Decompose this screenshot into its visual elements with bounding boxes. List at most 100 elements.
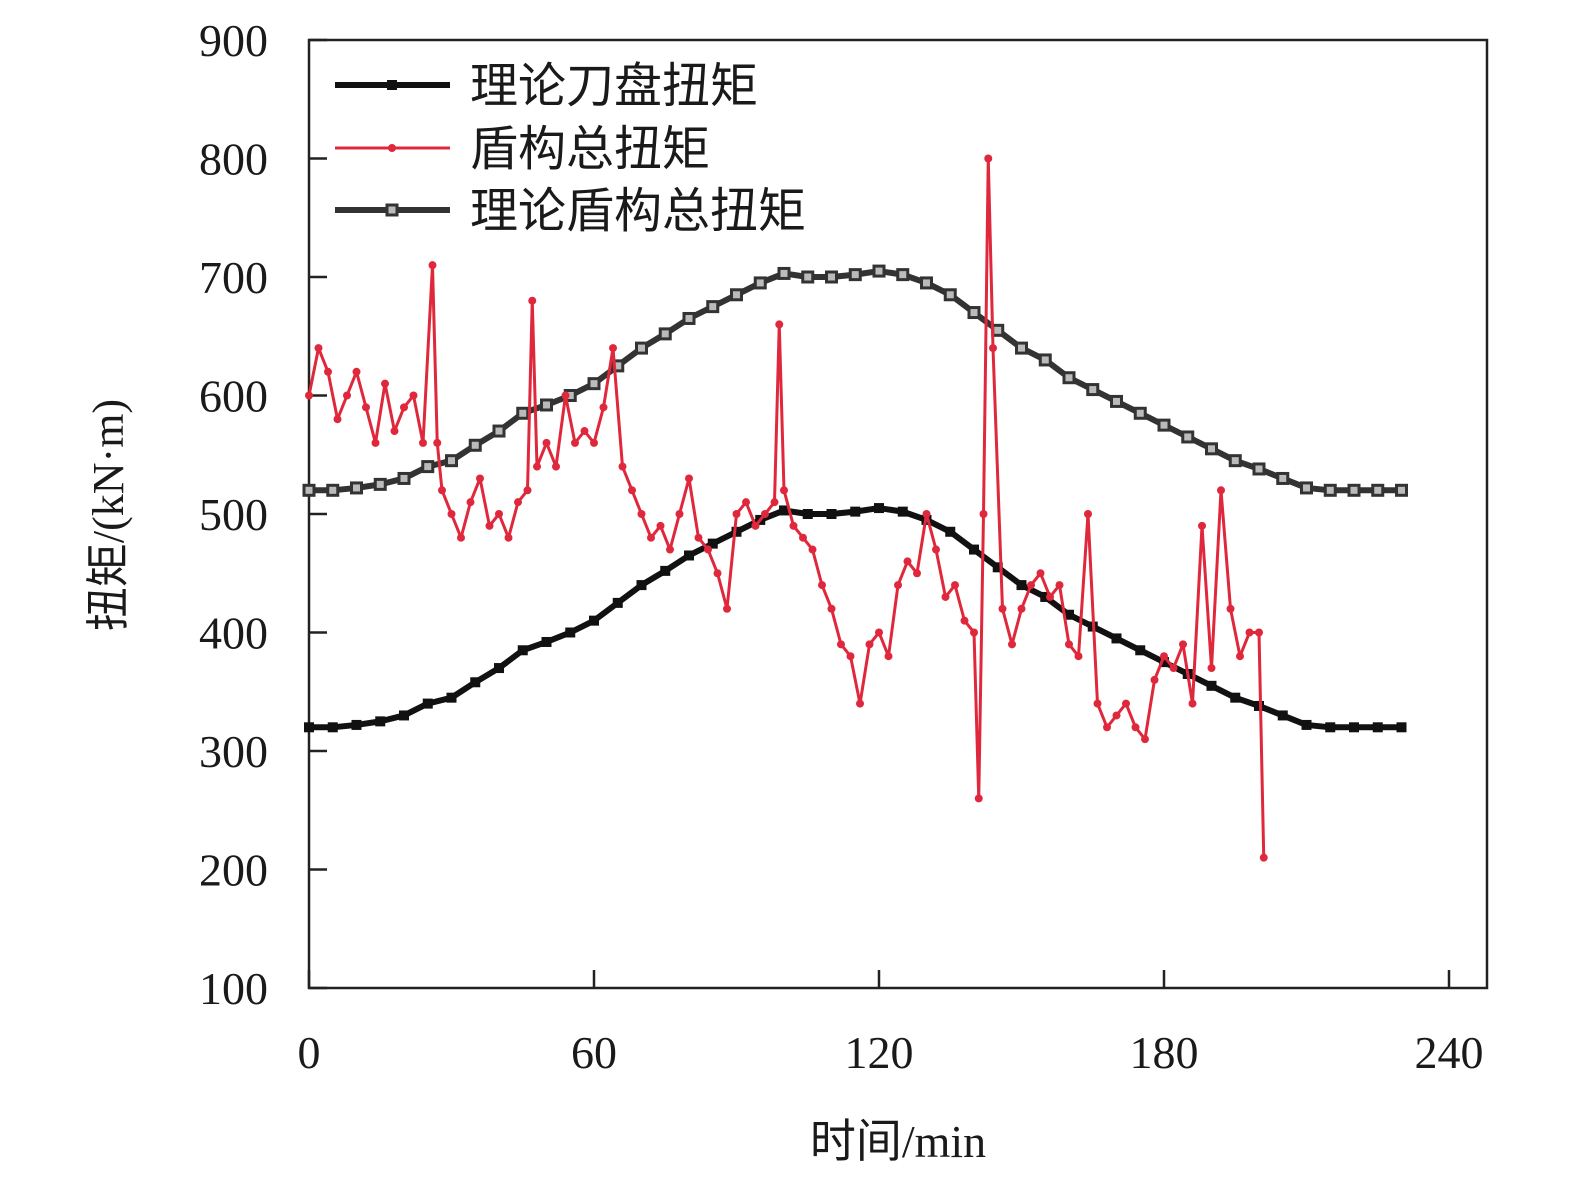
data-point (476, 474, 484, 483)
legend-marker (385, 203, 399, 217)
data-point (1159, 657, 1169, 668)
legend-item: 理论刀盘扭矩 (335, 60, 758, 113)
data-point (731, 526, 742, 537)
data-point (1217, 486, 1225, 495)
data-point (447, 510, 456, 518)
data-point (913, 569, 921, 578)
data-point (1198, 521, 1206, 530)
y-tick-label: 100 (199, 963, 268, 1014)
data-point (1188, 699, 1197, 708)
x-tick-label: 60 (571, 1027, 617, 1078)
data-point (540, 398, 553, 412)
data-point (1181, 430, 1195, 444)
data-point (969, 544, 979, 555)
data-point (351, 719, 362, 730)
data-point (1084, 510, 1092, 518)
data-point (1008, 640, 1016, 649)
data-point (1017, 604, 1026, 613)
data-point (495, 510, 503, 518)
data-point (552, 462, 560, 471)
data-point (373, 477, 387, 491)
data-point (808, 545, 817, 554)
data-point (1122, 699, 1130, 708)
data-point (751, 521, 760, 530)
data-point (1015, 341, 1028, 355)
data-point (618, 462, 627, 471)
data-point (352, 367, 361, 376)
data-point (541, 636, 552, 647)
data-point (1074, 652, 1083, 661)
data-point (542, 438, 551, 447)
data-point (974, 794, 983, 803)
data-point (658, 327, 672, 341)
data-point (371, 438, 380, 447)
data-point (565, 627, 576, 638)
data-point (846, 652, 855, 661)
data-point (1205, 442, 1218, 456)
data-point (943, 288, 957, 302)
data-point (850, 506, 861, 517)
data-point (1206, 680, 1217, 691)
data-point (381, 379, 389, 388)
data-point (856, 699, 864, 708)
data-point (827, 604, 836, 613)
data-point (494, 663, 504, 674)
x-tick-label: 120 (845, 1027, 914, 1078)
data-point (884, 652, 893, 661)
data-point (1110, 394, 1123, 408)
data-point (1040, 591, 1051, 602)
data-point (656, 521, 665, 530)
data-point (571, 438, 579, 447)
y-tick-label: 400 (199, 608, 268, 659)
data-point (1255, 628, 1263, 637)
data-point (343, 391, 351, 400)
data-point (589, 615, 599, 626)
legend-item: 理论盾构总扭矩 (335, 185, 806, 238)
data-point (492, 424, 506, 438)
legend-label: 盾构总扭矩 (470, 123, 710, 176)
data-point (1277, 710, 1288, 721)
data-point (516, 406, 530, 420)
data-point (390, 427, 399, 436)
data-point (1207, 664, 1216, 673)
data-point (628, 486, 636, 495)
data-point (304, 722, 314, 733)
legend-marker (388, 144, 396, 152)
data-point (704, 545, 712, 554)
data-point (400, 403, 408, 412)
data-point (779, 505, 789, 516)
data-point (1038, 353, 1052, 367)
data-point (1228, 454, 1242, 468)
data-point (1036, 569, 1045, 578)
data-point (1160, 652, 1168, 661)
series-0 (304, 503, 1407, 733)
data-point (485, 521, 494, 530)
data-point (789, 521, 798, 530)
y-axis-title: 扭矩/(kN·m) (84, 399, 133, 631)
data-point (599, 403, 608, 412)
series-1 (305, 154, 1268, 862)
data-point (468, 438, 482, 452)
data-point (1259, 853, 1268, 862)
data-point (675, 510, 684, 518)
data-point (1027, 581, 1035, 590)
data-point (707, 538, 718, 549)
data-point (327, 722, 338, 733)
data-point (446, 692, 457, 703)
data-point (801, 270, 815, 284)
data-point (826, 509, 837, 519)
data-point (896, 268, 910, 282)
data-point (561, 391, 570, 400)
x-tick-label: 180 (1130, 1027, 1199, 1078)
data-point (1093, 699, 1102, 708)
data-point (713, 569, 722, 578)
series-2 (302, 264, 1408, 497)
data-point (523, 486, 532, 495)
data-point (984, 154, 993, 163)
data-point (1371, 483, 1385, 497)
data-point (1254, 700, 1264, 711)
data-point (666, 545, 674, 554)
data-point (1064, 609, 1074, 620)
data-point (1226, 604, 1235, 613)
